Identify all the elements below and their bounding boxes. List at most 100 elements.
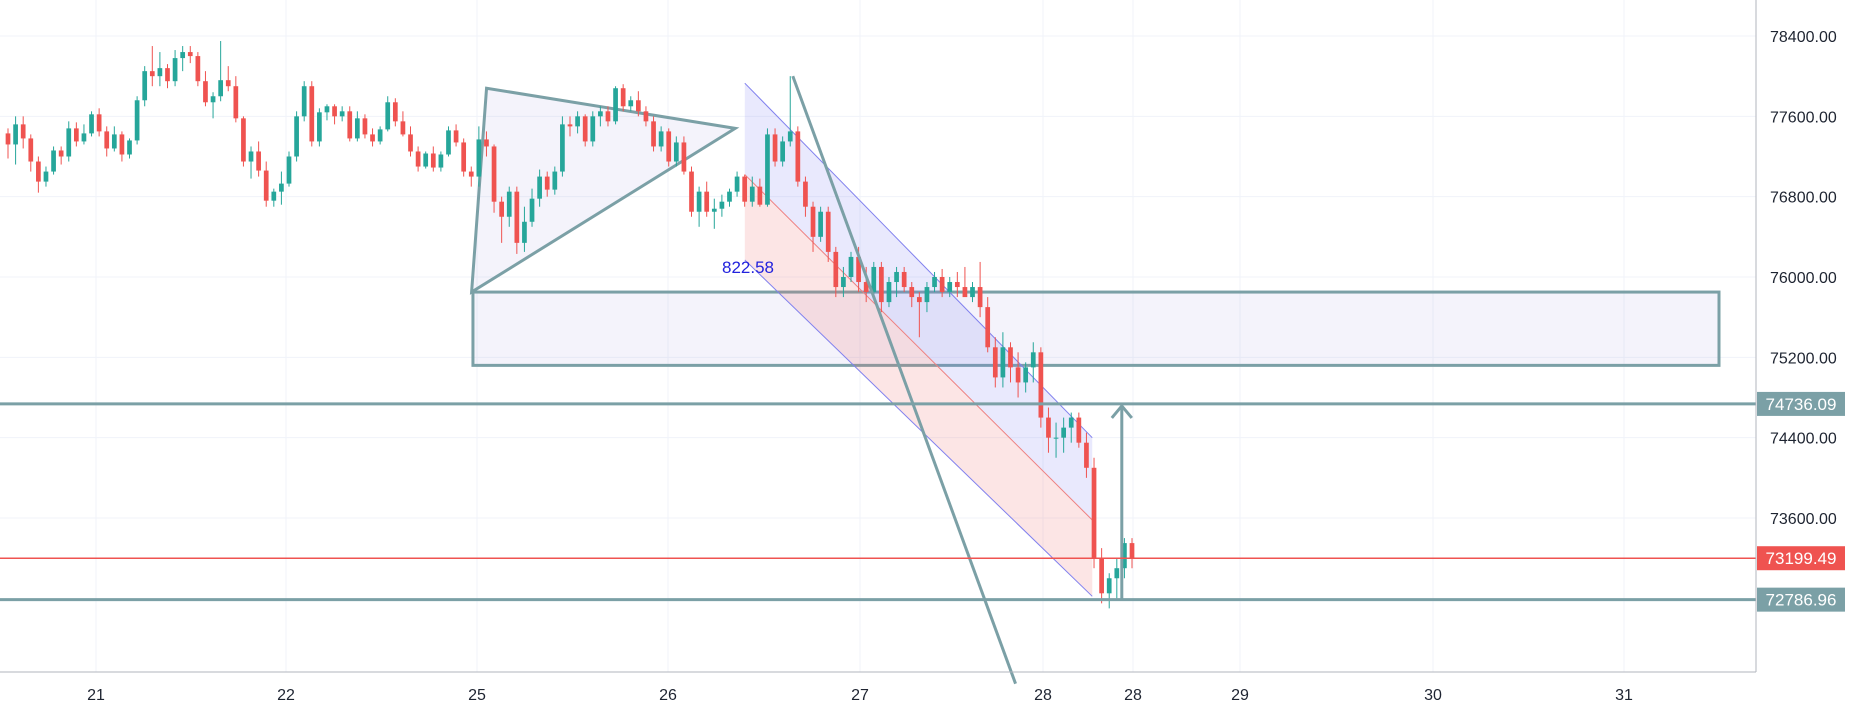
candle-body: [180, 52, 186, 59]
candlestick-series: [5, 41, 1135, 609]
candle-body: [620, 88, 626, 107]
candle-body: [1129, 543, 1135, 559]
candle-body: [613, 88, 618, 122]
candle: [271, 188, 277, 207]
candle: [499, 196, 505, 243]
candle-body: [681, 142, 687, 172]
x-tick-label: 25: [468, 687, 486, 704]
candle: [339, 106, 345, 122]
candle: [279, 171, 284, 205]
candle: [1023, 362, 1029, 393]
candle-body: [567, 124, 573, 127]
support-level-tag-label: 72786.96: [1766, 591, 1837, 610]
channel-top-line: [744, 82, 1093, 439]
y-tick-label: 76000.00: [1770, 270, 1837, 287]
price-tags: 74736.09 73199.49 72786.96: [1757, 391, 1845, 612]
candle-body: [742, 176, 748, 202]
candle: [1046, 407, 1051, 453]
candle: [430, 146, 436, 172]
y-tick-label: 78400.00: [1770, 29, 1837, 46]
candle-body: [537, 176, 542, 199]
candle: [423, 151, 429, 169]
candle-body: [514, 191, 520, 243]
candle-body: [73, 128, 79, 142]
candle: [392, 98, 398, 127]
candle-body: [446, 130, 451, 155]
candle: [453, 124, 459, 147]
candle: [1000, 332, 1006, 388]
candle-body: [89, 114, 94, 134]
candle: [947, 277, 953, 298]
candle-body: [134, 100, 140, 141]
candle: [210, 92, 216, 119]
candle-body: [924, 287, 930, 303]
candle: [734, 171, 740, 197]
candle-body: [301, 86, 307, 117]
candle-body: [1030, 352, 1036, 368]
candle-body: [1084, 442, 1089, 468]
candle: [673, 136, 679, 167]
candle-body: [218, 80, 224, 97]
candle: [377, 126, 383, 145]
candle-body: [294, 116, 299, 157]
candle: [309, 81, 315, 147]
candle-body: [408, 134, 413, 152]
candle: [347, 106, 353, 142]
candle-body: [833, 251, 839, 288]
trend-line: [791, 75, 1017, 685]
candle-body: [795, 131, 801, 182]
candle-body: [165, 68, 170, 82]
candle: [954, 271, 960, 298]
candle: [1008, 342, 1013, 383]
candle-body: [1122, 543, 1127, 569]
candle: [689, 166, 694, 217]
candle-body: [1000, 347, 1006, 378]
candle-body: [749, 186, 755, 202]
candle: [833, 246, 839, 298]
candle-body: [803, 181, 808, 207]
candle-body: [598, 111, 603, 117]
candle: [89, 111, 94, 137]
candle: [415, 146, 421, 172]
candle-body: [757, 186, 763, 205]
candle: [317, 108, 322, 147]
candle-body: [529, 198, 535, 222]
candle-body: [886, 282, 892, 303]
candle: [765, 128, 770, 207]
candle-body: [392, 102, 398, 122]
candle-body: [628, 100, 634, 107]
candle-body: [719, 201, 725, 209]
candle-body: [947, 282, 953, 293]
grid: [0, 0, 1756, 672]
candle-body: [673, 142, 679, 162]
candle: [225, 66, 231, 92]
candle-body: [522, 221, 527, 243]
candle: [613, 86, 618, 125]
candle-body: [894, 271, 899, 283]
candle: [286, 151, 292, 187]
y-tick-label: 76800.00: [1770, 190, 1837, 207]
candle: [134, 96, 140, 145]
candle-body: [13, 124, 18, 145]
candle: [127, 138, 132, 159]
candle: [142, 66, 148, 107]
candle-body: [36, 161, 41, 182]
candle: [780, 136, 786, 167]
candle-body: [142, 71, 148, 101]
candle-body: [119, 134, 125, 155]
candle-body: [651, 121, 656, 147]
candle: [13, 116, 18, 165]
candle-body: [552, 171, 558, 190]
support-level-tag: [1757, 587, 1845, 612]
candle: [66, 121, 72, 162]
candle: [810, 201, 816, 252]
last-price-tag-label: 73199.49: [1766, 549, 1837, 568]
candle-body: [666, 131, 672, 162]
candle: [582, 114, 588, 147]
candle: [598, 106, 603, 127]
candle: [491, 144, 497, 213]
candle-body: [203, 81, 208, 103]
candle-body: [347, 111, 353, 139]
candle-body: [385, 102, 391, 130]
